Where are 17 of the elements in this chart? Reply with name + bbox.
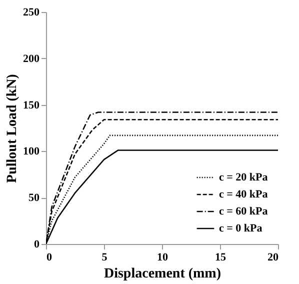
y-tick-label: 150: [23, 99, 40, 112]
x-tick-label: 10: [157, 252, 168, 264]
x-tick-label: 0: [46, 252, 52, 264]
y-tick-label: 100: [23, 146, 40, 158]
legend-label: c = 0 kPa: [219, 222, 263, 234]
x-axis-title: Displacement (mm): [104, 266, 222, 282]
y-tick-label: 0: [34, 238, 40, 250]
legend-label: c = 60 kPa: [219, 206, 268, 218]
y-tick-label: 200: [23, 52, 40, 65]
y-tick-label: 250: [23, 6, 40, 18]
y-axis-title: Pullout Load (kN): [5, 74, 20, 183]
x-tick-label: 20: [268, 252, 279, 264]
x-tick-label: 15: [215, 252, 226, 264]
x-tick-label: 5: [102, 252, 108, 264]
y-tick-label: 50: [28, 192, 40, 204]
legend-label: c = 40 kPa: [219, 188, 268, 200]
legend-label: c = 20 kPa: [219, 172, 268, 184]
